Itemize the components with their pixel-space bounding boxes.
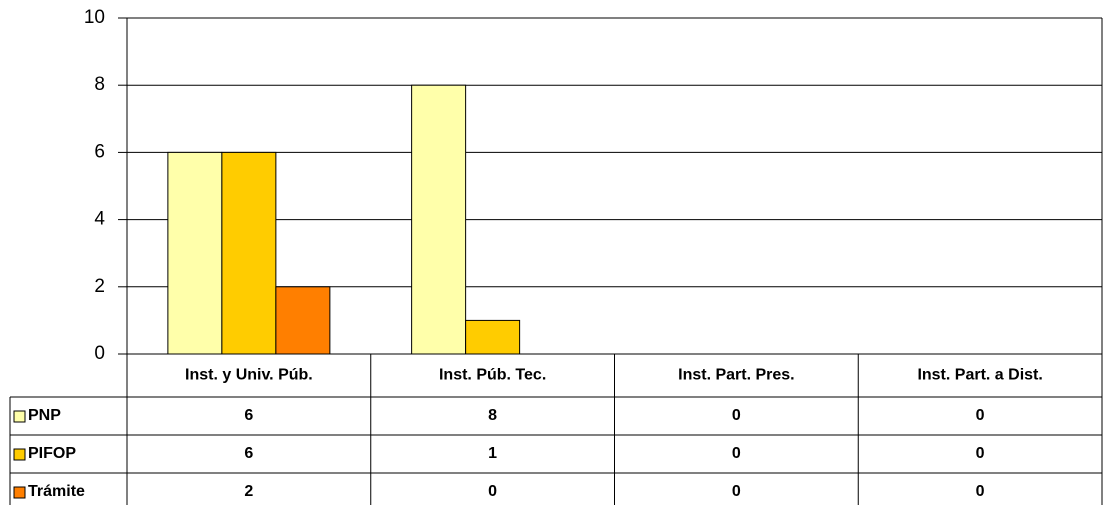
- table-value: 6: [244, 445, 253, 462]
- table-value: 0: [488, 483, 497, 500]
- bar: [465, 319, 521, 355]
- table-value: 0: [732, 445, 741, 462]
- bar: [167, 151, 223, 355]
- table-value: 0: [732, 407, 741, 424]
- bar: [275, 286, 331, 355]
- table-value: 8: [488, 407, 497, 424]
- legend-label: Trámite: [28, 483, 85, 500]
- legend-swatch: [13, 448, 26, 461]
- table-value: 2: [244, 483, 253, 500]
- y-tick-label: 8: [94, 74, 105, 95]
- legend-label: PIFOP: [28, 445, 76, 462]
- category-label: Inst. Part. a Dist.: [917, 367, 1042, 384]
- table-value: 0: [976, 407, 985, 424]
- y-tick-label: 2: [94, 276, 105, 297]
- table-value: 0: [976, 445, 985, 462]
- y-tick-label: 6: [94, 141, 105, 162]
- table-value: 6: [244, 407, 253, 424]
- table-value: 0: [976, 483, 985, 500]
- y-tick-label: 0: [94, 343, 105, 364]
- legend-label: PNP: [28, 407, 61, 424]
- category-label: Inst. Púb. Tec.: [439, 367, 546, 384]
- bar: [411, 84, 467, 355]
- category-label: Inst. Part. Pres.: [678, 367, 795, 384]
- table-value: 0: [732, 483, 741, 500]
- category-label: Inst. y Univ. Púb.: [185, 367, 313, 384]
- table-value: 1: [488, 445, 497, 462]
- legend-swatch: [13, 486, 26, 499]
- y-tick-label: 4: [94, 209, 105, 230]
- legend-swatch: [13, 410, 26, 423]
- y-tick-label: 10: [84, 7, 105, 28]
- bar: [221, 151, 277, 355]
